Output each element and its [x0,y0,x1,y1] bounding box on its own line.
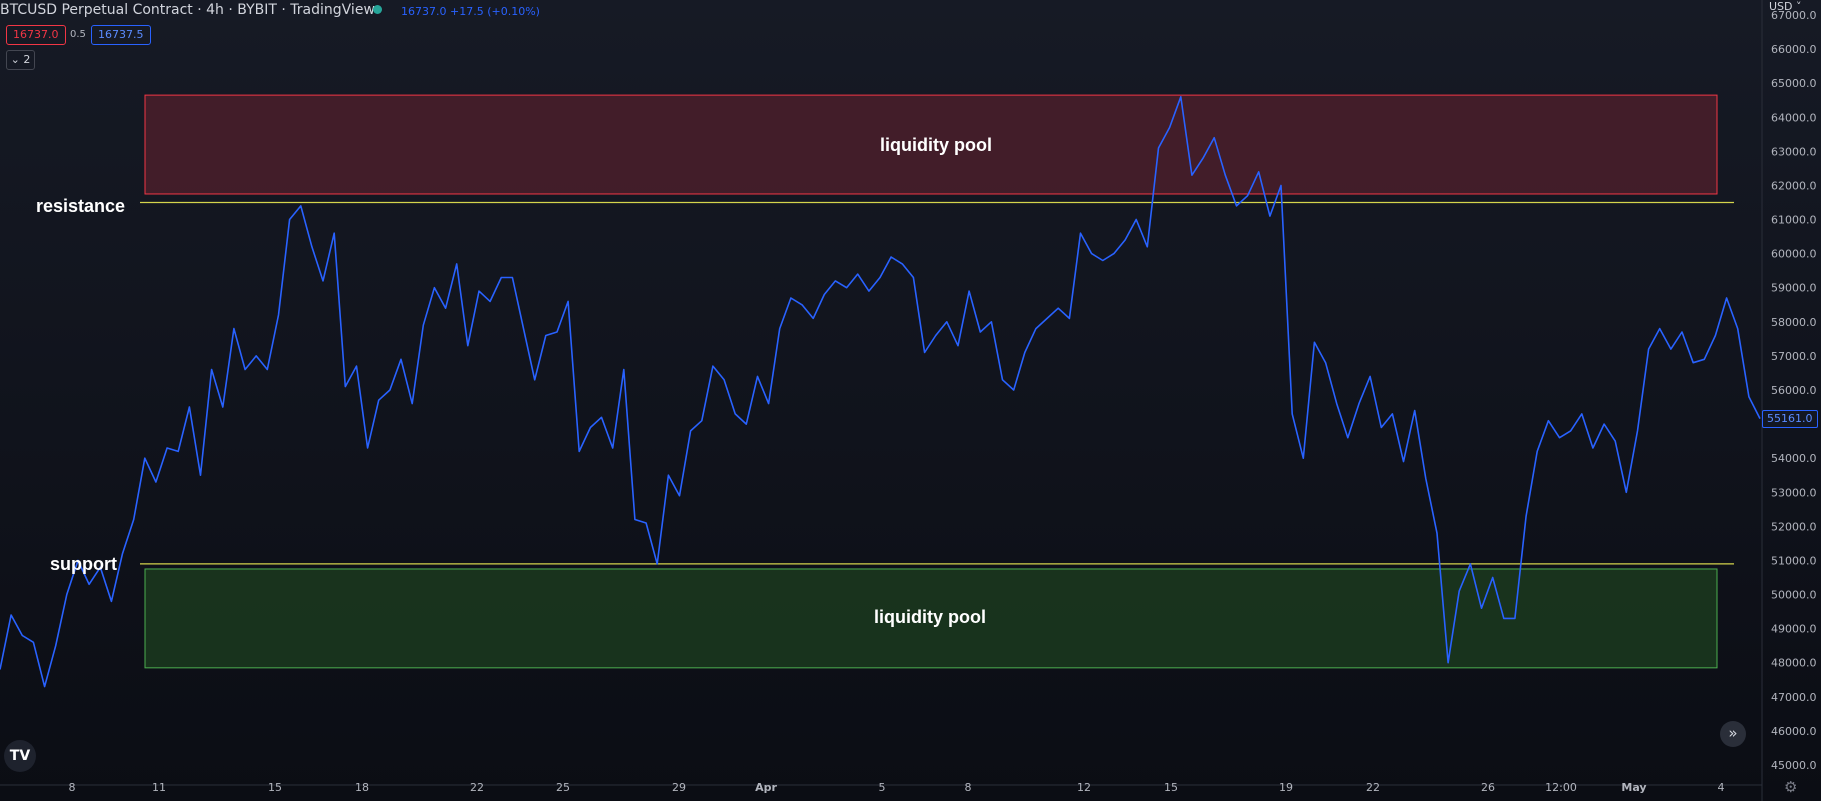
x-tick-label: 25 [556,781,570,794]
x-tick-label: 11 [152,781,166,794]
gear-icon[interactable]: ⚙ [1784,778,1798,796]
y-tick-label: 60000.0 [1771,248,1817,261]
liquidity-pool-bottom-label: liquidity pool [874,607,986,627]
scroll-to-realtime-icon[interactable]: » [1720,721,1746,747]
y-tick-label: 65000.0 [1771,77,1817,90]
y-tick-label: 66000.0 [1771,43,1817,56]
x-tick-label: 4 [1718,781,1725,794]
x-tick-label: 19 [1279,781,1293,794]
liquidity-pool-top-zone [144,94,1718,195]
y-tick-label: 54000.0 [1771,452,1817,465]
support-label: support [50,554,117,574]
tradingview-logo-icon[interactable]: TV [4,740,36,772]
buy-button[interactable]: 16737.5 [91,25,151,45]
y-tick-label: 50000.0 [1771,589,1817,602]
price-change: 16737.0 +17.5 (+0.10%) [401,5,540,18]
x-tick-label: 5 [879,781,886,794]
y-tick-label: 58000.0 [1771,316,1817,329]
y-tick-label: 48000.0 [1771,657,1817,670]
y-tick-label: 62000.0 [1771,179,1817,192]
y-tick-label: 63000.0 [1771,145,1817,158]
x-tick-label: 15 [268,781,282,794]
indicators-toggle[interactable]: ⌄ 2 [6,50,35,70]
liquidity-pool-top-label: liquidity pool [880,135,992,155]
x-tick-label: 26 [1481,781,1495,794]
x-tick-label: Apr [755,781,777,794]
y-tick-label: 67000.0 [1771,9,1817,22]
spread-value: 0.5 [70,29,86,40]
y-tick-label: 57000.0 [1771,350,1817,363]
x-tick-label: 22 [470,781,484,794]
x-tick-label: 29 [672,781,686,794]
x-tick-label: 18 [355,781,369,794]
y-tick-label: 64000.0 [1771,111,1817,124]
price-series-line [0,96,1761,688]
y-tick-label: 56000.0 [1771,384,1817,397]
y-tick-label: 49000.0 [1771,623,1817,636]
market-status-icon [373,5,382,14]
chart-title: BTCUSD Perpetual Contract · 4h · BYBIT ·… [0,2,375,18]
y-tick-label: 61000.0 [1771,214,1817,227]
y-tick-label: 53000.0 [1771,486,1817,499]
y-tick-label: 59000.0 [1771,282,1817,295]
y-tick-label: 47000.0 [1771,691,1817,704]
x-tick-label: May [1621,781,1646,794]
currency-selector[interactable]: USD ˅ [1769,0,1802,13]
x-tick-label: 8 [69,781,76,794]
x-tick-label: 8 [965,781,972,794]
y-tick-label: 52000.0 [1771,520,1817,533]
y-tick-label: 46000.0 [1771,725,1817,738]
resistance-label: resistance [36,196,126,216]
x-tick-label: 12 [1077,781,1091,794]
x-tick-label: 22 [1366,781,1380,794]
current-price-tag: 55161.0 [1762,409,1818,428]
y-tick-label: 51000.0 [1771,554,1817,567]
sell-button[interactable]: 16737.0 [6,25,66,45]
x-tick-label: 15 [1164,781,1178,794]
x-tick-label: 12:00 [1545,781,1577,794]
y-tick-label: 45000.0 [1771,759,1817,772]
